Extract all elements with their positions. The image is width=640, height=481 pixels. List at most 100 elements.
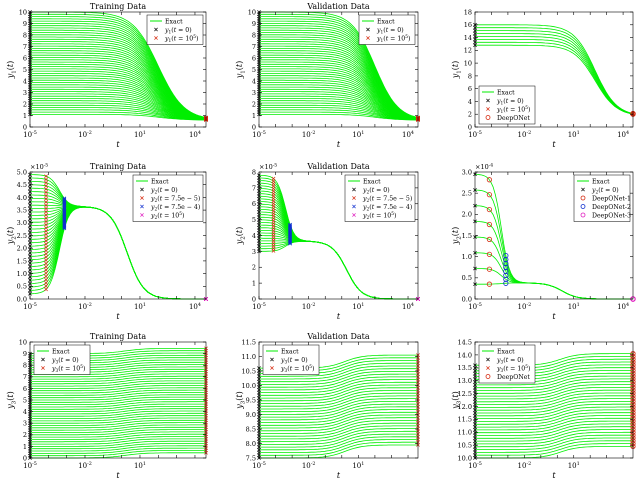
exact-curve-13: [259, 219, 418, 300]
exact-curve-14: [259, 409, 418, 423]
exact-curve-17: [475, 401, 633, 414]
legend: Exact y2(t = 0)y2(t = 7.5e − 5)y2(t = 7.5…: [344, 174, 416, 222]
x-marker: [44, 229, 48, 234]
circle-marker: [486, 251, 492, 257]
exact-curve-4: [475, 36, 634, 115]
x-marker: [44, 187, 48, 191]
y-tick-label: 7: [23, 43, 27, 51]
circle-marker: [486, 206, 492, 213]
y-tick-label: 11.5: [458, 416, 472, 424]
exact-curve-10: [259, 420, 418, 434]
exact-curve-27: [30, 392, 206, 399]
y-tick-label: 10.0: [242, 382, 256, 390]
y-tick-label: 13.5: [458, 364, 472, 372]
legend-label: Exact: [151, 178, 169, 185]
y-tick-label: 1.5: [17, 257, 27, 265]
exact-curve-8: [30, 98, 207, 120]
exact-curve-7: [259, 428, 418, 443]
exact-curve-25: [30, 396, 206, 403]
y-tick-label: 8: [252, 31, 256, 39]
exact-curve-15: [475, 406, 633, 419]
x-tick-label: 104: [189, 302, 201, 311]
y-tick-label: 9: [23, 20, 27, 28]
exact-curve-7: [30, 100, 207, 120]
y-tick-label: 7.5: [246, 454, 256, 462]
y-tick-label: 4: [468, 98, 472, 106]
marker-series-2: [271, 176, 276, 253]
x-tick-label: 101: [352, 130, 364, 139]
y-tick-label: 3.0: [17, 219, 27, 227]
x-marker: [44, 274, 48, 279]
y-tick-label: 13.0: [458, 377, 472, 385]
x-axis-label: t: [116, 471, 120, 480]
exact-curve-5: [30, 443, 206, 450]
legend-swatch-x: [140, 196, 144, 200]
x-tick-label: 10-5: [252, 461, 266, 470]
legend-label: y3(t = 0): [51, 357, 79, 366]
legend-label: DeepONet-3: [592, 212, 631, 219]
y-tick-label: 5: [252, 66, 256, 74]
x-marker: [44, 251, 48, 256]
y-tick-label: 9: [252, 20, 256, 28]
y-tick-label: 11.0: [242, 353, 256, 361]
exact-curve-3: [259, 109, 419, 121]
legend: Exact y1(t = 0)y1(t = 105): [146, 14, 204, 45]
legend-label: y3(t = 105): [496, 365, 530, 374]
exact-curve-21: [30, 406, 206, 412]
x-tick-label: 10-2: [78, 302, 92, 311]
legend-label: DeepONet: [497, 374, 530, 381]
exact-curve-5: [475, 434, 633, 448]
exact-curve-15: [259, 406, 418, 421]
x-marker: [44, 200, 48, 204]
exact-curve-11: [259, 91, 419, 120]
legend-label: DeepONet-2: [592, 204, 631, 211]
y-tick-label: 4.0: [17, 194, 27, 202]
exact-curve-8: [475, 426, 633, 439]
chart-p21: 10-5 10-2 101 104 0.0 0.5 1.0 1.5 2.0 2.5 3.0 3.5 4.…: [6, 162, 208, 321]
y-tick-label: 11.5: [242, 338, 256, 346]
legend-label: Exact: [165, 18, 183, 25]
y-tick-label: 10.5: [242, 367, 256, 375]
x-tick-label: 104: [402, 130, 414, 139]
y-axis-label: y1(t): [6, 61, 17, 80]
x-marker: [44, 174, 48, 179]
y-tick-label: 2: [252, 100, 256, 108]
y-tick-label: 8: [252, 168, 256, 176]
exact-curve-15: [30, 82, 207, 120]
exact-curve-3: [475, 39, 634, 115]
circle-marker: [486, 177, 492, 183]
chart-p13: 10-5 10-2 101 104 0 2 4 6 8 10 12 14 16 18 t y1(t) Exact…: [451, 8, 636, 149]
legend-label: y2(t = 105): [150, 212, 184, 221]
y-tick-label: 1: [23, 112, 27, 120]
x-axis-label: t: [552, 140, 556, 149]
legend-label: y3(t = 105): [51, 365, 85, 374]
legend-swatch-x: [140, 204, 144, 209]
x-marker: [44, 268, 48, 272]
legend-swatch-x: [486, 357, 490, 362]
y-tick-label: 3: [252, 89, 256, 97]
exact-curve-26: [475, 375, 633, 389]
exact-curve-28: [30, 389, 206, 396]
exact-curve-31: [259, 362, 418, 377]
exact-curve-16: [30, 79, 207, 120]
x-marker: [44, 216, 48, 221]
exact-curve-15: [30, 419, 206, 426]
x-marker: [44, 226, 48, 230]
exact-curve-6: [475, 431, 633, 445]
x-tick-label: 10-5: [468, 130, 482, 139]
exact-curve-16: [30, 417, 206, 424]
exact-curve-13: [30, 424, 206, 431]
y-tick-label: 1.5: [462, 232, 472, 240]
x-marker: [44, 261, 48, 266]
exact-curve-7: [259, 235, 418, 300]
y-tick-label: 12: [464, 47, 472, 55]
exact-curves: [475, 24, 634, 115]
x-tick-label: 104: [402, 302, 414, 311]
chart-title: Validation Data: [306, 162, 370, 171]
x-tick-label: 101: [568, 461, 580, 470]
x-tick-label: 101: [568, 130, 580, 139]
legend-label: Exact: [363, 178, 381, 185]
legend: Exact y1(t = 0)y1(t = 105)DeepONet: [478, 85, 536, 125]
exact-curve-3: [259, 240, 418, 300]
x-tick-label: 10-2: [518, 461, 532, 470]
